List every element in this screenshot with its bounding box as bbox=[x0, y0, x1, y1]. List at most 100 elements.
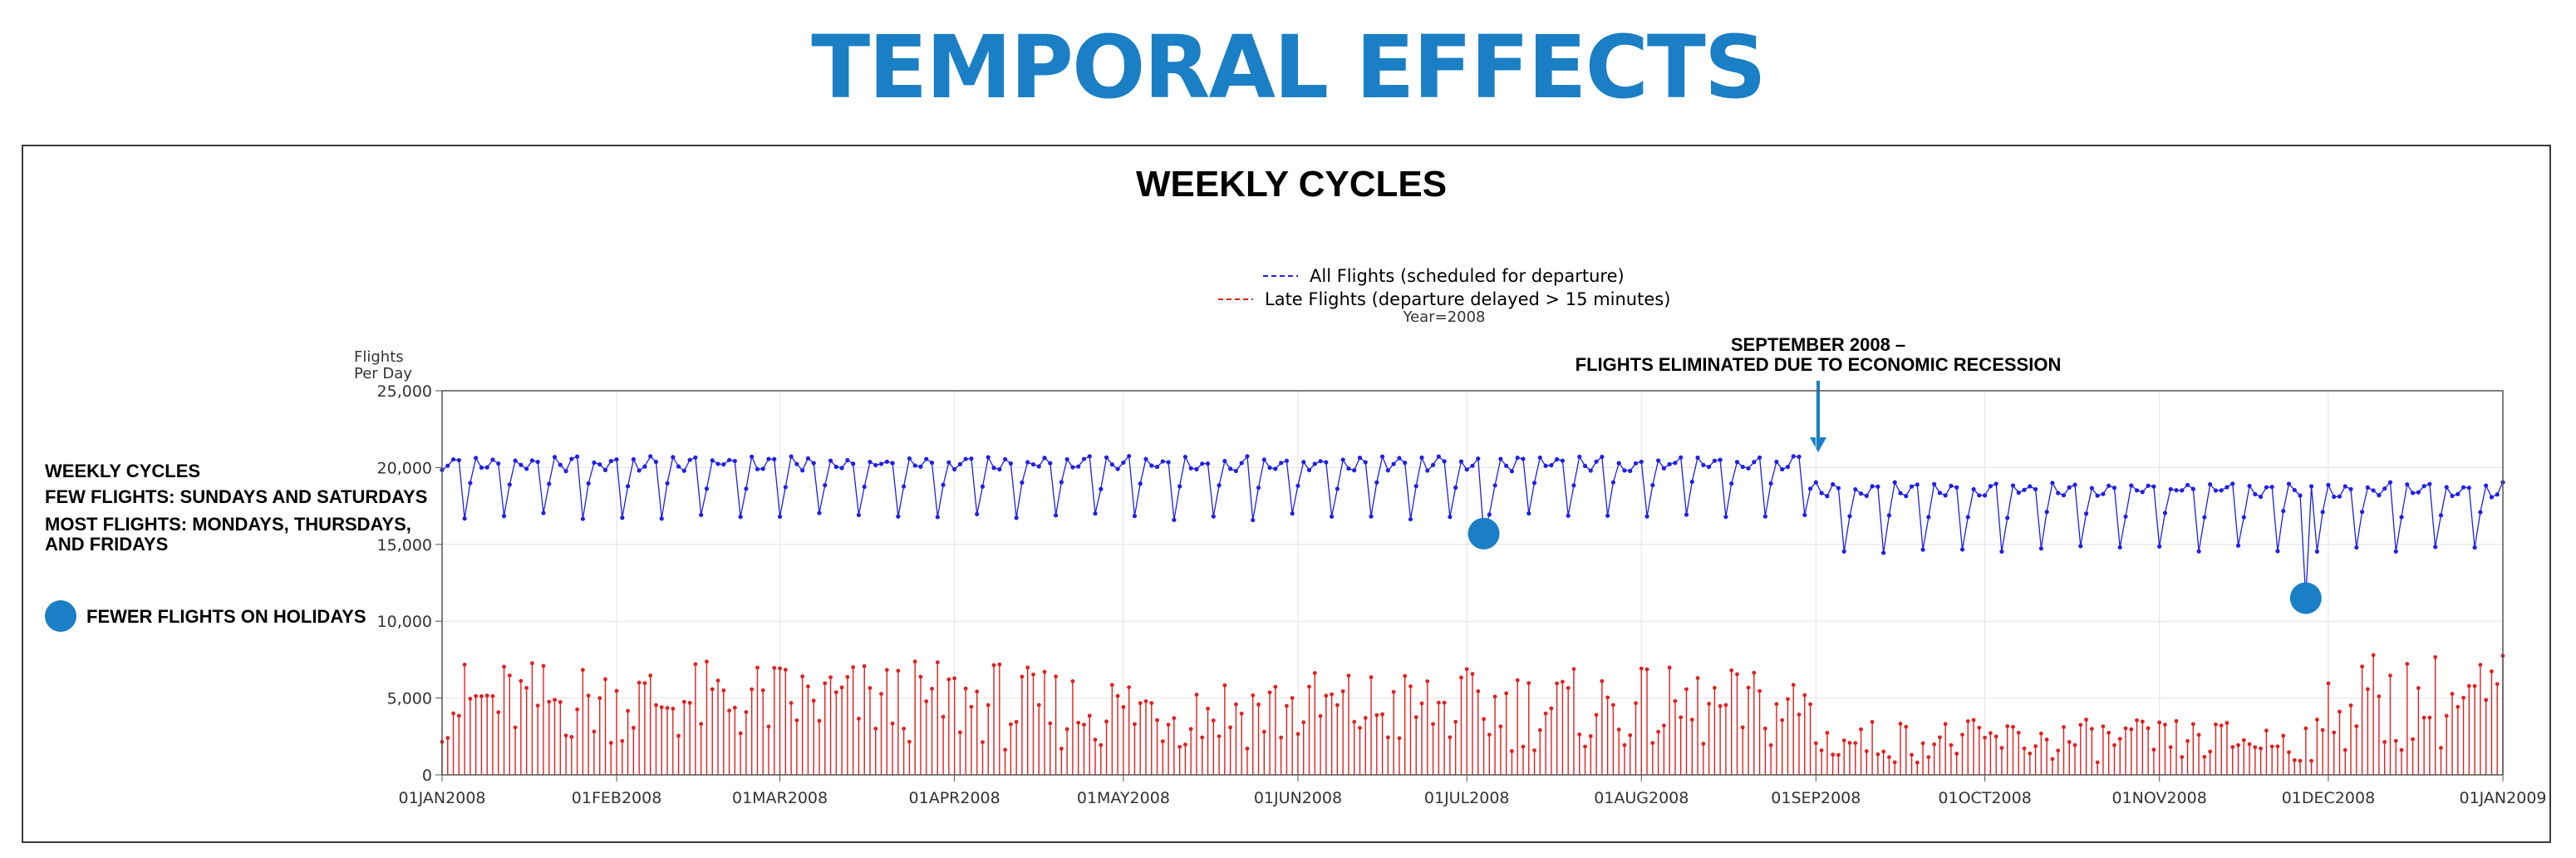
all-flights-point bbox=[1121, 460, 1126, 466]
all-flights-point bbox=[1819, 491, 1824, 496]
all-flights-point bbox=[1560, 458, 1566, 463]
late-flights-point bbox=[2490, 669, 2494, 673]
side-note-and-fridays: AND FRIDAYS bbox=[45, 534, 169, 555]
late-flights-point bbox=[626, 708, 631, 713]
late-flights-point bbox=[2089, 727, 2094, 732]
all-flights-point bbox=[907, 456, 912, 461]
late-flights-point bbox=[1487, 732, 1492, 737]
all-flights-point bbox=[2146, 483, 2151, 488]
all-flights-point bbox=[2101, 491, 2106, 496]
all-flights-point bbox=[490, 457, 495, 462]
all-flights-point bbox=[676, 464, 681, 469]
late-flights-point bbox=[2190, 722, 2195, 727]
all-flights-point bbox=[1076, 464, 1081, 469]
late-flights-point bbox=[2259, 746, 2264, 751]
all-flights-point bbox=[1526, 510, 1531, 516]
late-flights-point bbox=[1166, 722, 1171, 727]
all-flights-point bbox=[637, 468, 642, 473]
all-flights-point bbox=[783, 485, 788, 490]
all-flights-point bbox=[986, 455, 991, 460]
all-flights-point bbox=[1182, 454, 1188, 460]
all-flights-point bbox=[1251, 517, 1256, 523]
x-tick-label: 01MAR2008 bbox=[732, 789, 828, 807]
all-flights-point bbox=[2067, 485, 2072, 490]
late-flights-point bbox=[2360, 664, 2365, 669]
late-flights-point bbox=[1943, 722, 1948, 727]
all-flights-point bbox=[592, 460, 597, 465]
all-flights-point bbox=[479, 465, 484, 470]
late-flights-point bbox=[2439, 746, 2443, 750]
late-flights-point bbox=[586, 693, 591, 698]
late-flights-point bbox=[2005, 724, 2010, 728]
all-flights-point bbox=[1245, 454, 1250, 459]
all-flights-point bbox=[2314, 549, 2319, 554]
all-flights-point bbox=[1487, 512, 1492, 517]
late-flights-point bbox=[1954, 752, 1959, 756]
late-flights-point bbox=[721, 688, 726, 693]
all-flights-point bbox=[1099, 486, 1104, 491]
late-flights-point bbox=[2078, 722, 2083, 727]
late-flights-point bbox=[1346, 673, 1351, 678]
all-flights-point bbox=[687, 457, 692, 462]
all-flights-point bbox=[1188, 466, 1193, 471]
late-flights-point bbox=[1988, 731, 1993, 736]
all-flights-point bbox=[2382, 486, 2387, 491]
late-flights-point bbox=[1239, 711, 1244, 716]
all-flights-point bbox=[1228, 466, 1233, 471]
all-flights-point bbox=[2095, 493, 2100, 498]
late-flights-point bbox=[1735, 672, 1739, 677]
all-flights-point bbox=[614, 456, 619, 462]
late-flights-point bbox=[2112, 742, 2116, 747]
all-flights-point bbox=[1588, 468, 1593, 473]
all-flights-point bbox=[777, 514, 783, 520]
all-flights-point bbox=[1408, 516, 1413, 522]
late-flights-point bbox=[1031, 672, 1035, 677]
late-flights-point bbox=[873, 727, 878, 731]
all-flights-point bbox=[2230, 481, 2235, 486]
late-flights-point bbox=[1149, 701, 1154, 706]
late-flights-point bbox=[2314, 717, 2319, 722]
late-flights-point bbox=[1853, 741, 1858, 746]
all-flights-point bbox=[1549, 462, 1554, 468]
x-tick-label: 01MAY2008 bbox=[1077, 789, 1170, 807]
all-flights-point bbox=[2123, 514, 2128, 519]
all-flights-point bbox=[918, 464, 923, 469]
late-flights-point bbox=[778, 666, 782, 671]
y-axis-label-line2: Per Day bbox=[354, 365, 412, 382]
late-flights-point bbox=[2219, 723, 2224, 728]
y-tick-label: 25,000 bbox=[377, 382, 432, 401]
x-axis-ticks: 01JAN2008 01FEB2008 01MAR2008 01APR2008 01MA… bbox=[398, 775, 2547, 807]
all-flights-point bbox=[608, 459, 613, 464]
late-flights-point bbox=[2281, 733, 2286, 738]
late-flights-point bbox=[1571, 667, 1576, 672]
late-flights-point bbox=[1160, 739, 1165, 744]
late-flights-point bbox=[681, 699, 686, 704]
late-flights-point bbox=[1008, 722, 1013, 727]
late-flights-point bbox=[1825, 731, 1830, 735]
late-flights-point bbox=[513, 725, 518, 730]
all-flights-point bbox=[519, 462, 524, 467]
all-flights-point bbox=[462, 516, 467, 521]
all-flights-point bbox=[2484, 483, 2489, 488]
x-tick-label: 01NOV2008 bbox=[2111, 789, 2206, 807]
late-flights-point bbox=[1312, 671, 1317, 675]
late-flights-point bbox=[642, 681, 647, 686]
late-flights-point bbox=[755, 665, 760, 670]
all-flights-point bbox=[957, 461, 962, 466]
all-flights-point bbox=[671, 455, 676, 460]
september-annotation-line1: SEPTEMBER 2008 – bbox=[1731, 334, 1905, 355]
x-tick-label: 01JUL2008 bbox=[1424, 789, 1510, 807]
late-flights-point bbox=[2067, 740, 2072, 744]
all-flights-point bbox=[1920, 547, 1925, 552]
all-flights-point bbox=[631, 456, 636, 462]
all-flights-point bbox=[929, 460, 935, 466]
late-flights-point bbox=[2388, 673, 2392, 678]
all-flights-point bbox=[2281, 509, 2286, 514]
all-flights-point bbox=[2157, 544, 2162, 549]
late-flights-point bbox=[2287, 750, 2291, 755]
late-flights-point bbox=[715, 678, 720, 683]
all-flights-point bbox=[1797, 454, 1802, 459]
holiday-marker bbox=[1467, 517, 1500, 550]
late-flights-point bbox=[2472, 683, 2477, 688]
late-flights-point bbox=[1836, 752, 1841, 757]
